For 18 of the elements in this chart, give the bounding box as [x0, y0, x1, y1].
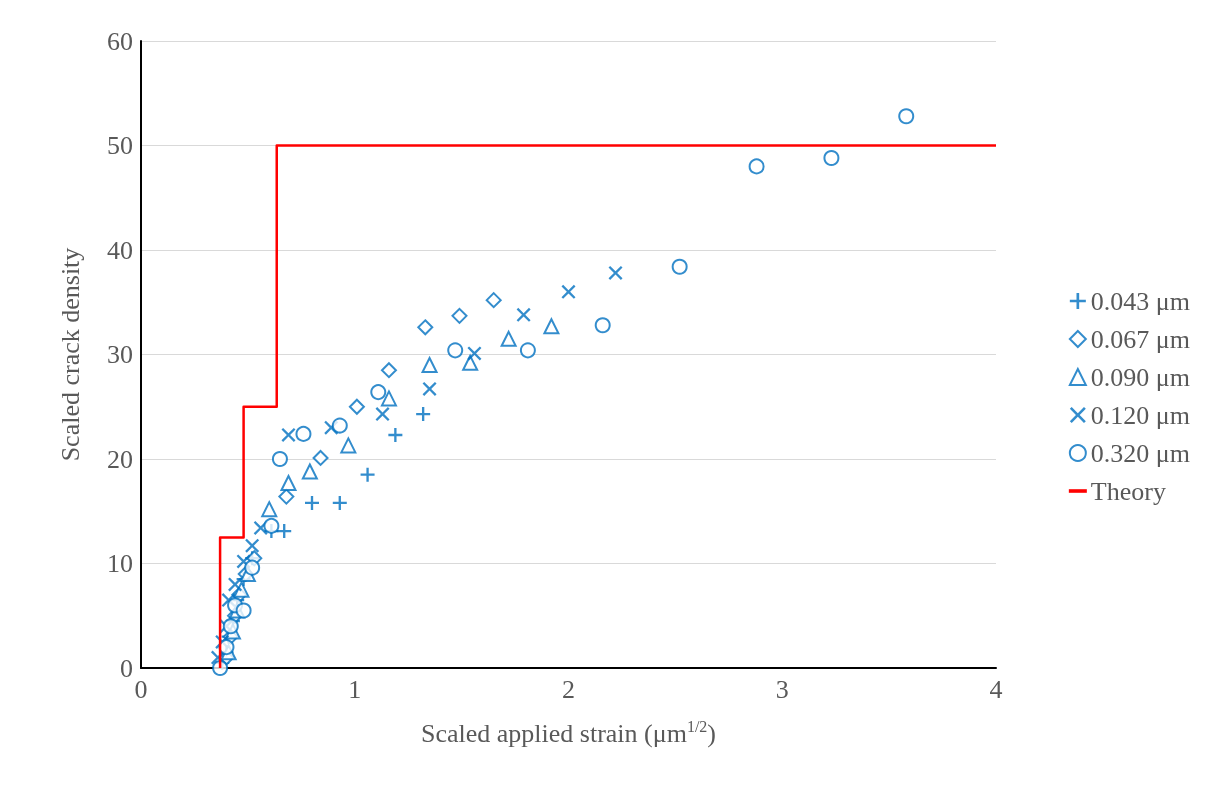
legend-label: 0.090 μm	[1090, 362, 1191, 392]
x-tick-label: 2	[562, 674, 575, 704]
x-tick-label: 3	[775, 674, 789, 704]
legend-label: 0.067 μm	[1090, 324, 1191, 354]
y-axis-title: Scaled crack density	[55, 247, 85, 462]
x-tick-label: 4	[989, 674, 1003, 704]
legend-label: Theory	[1090, 476, 1166, 506]
y-tick-label: 40	[107, 235, 133, 265]
y-tick-label: 30	[107, 340, 133, 369]
x-tick-label: 1	[348, 674, 362, 704]
legend-label: 0.120 μm	[1090, 400, 1191, 430]
y-tick-label: 0	[120, 653, 133, 683]
y-tick-label: 20	[107, 444, 133, 474]
legend-label: 0.043 μm	[1090, 286, 1191, 316]
legend-label: 0.320 μm	[1090, 438, 1191, 468]
y-tick-label: 50	[107, 131, 133, 160]
y-tick-label: 60	[107, 26, 133, 56]
y-tick-label: 10	[107, 549, 133, 578]
